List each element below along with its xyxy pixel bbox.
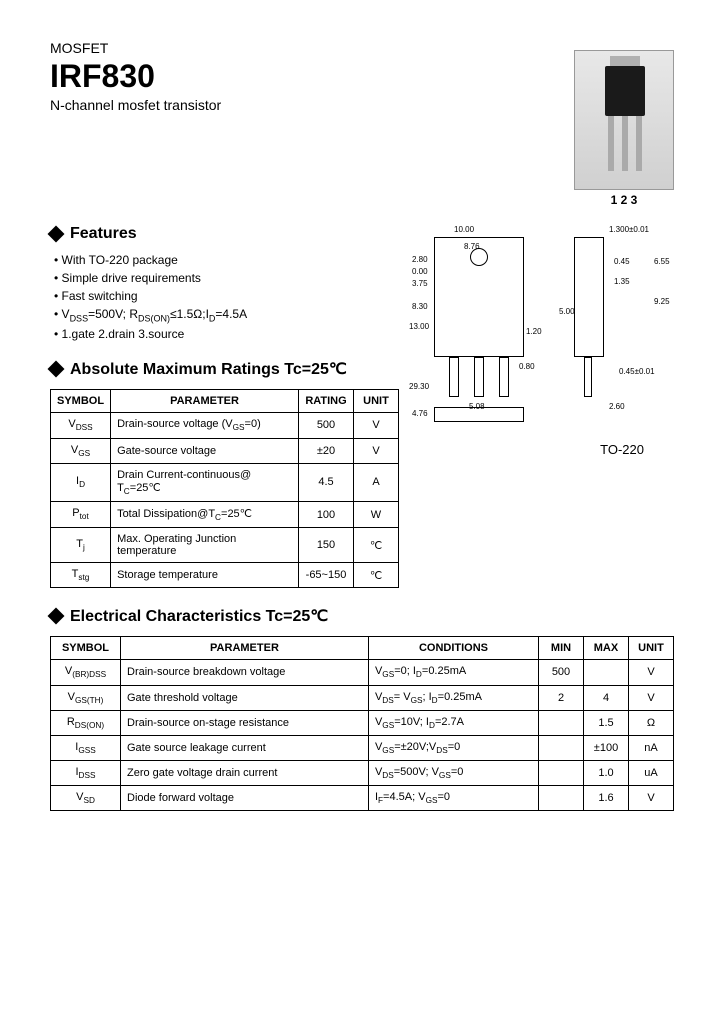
table-header: MIN xyxy=(539,637,584,660)
table-row: TjMax. Operating Junction temperature150… xyxy=(51,528,399,563)
table-row: VGSGate-source voltage±20V xyxy=(51,438,399,463)
diamond-icon xyxy=(48,361,65,378)
table-header: SYMBOL xyxy=(51,390,111,413)
dim: 4.76 xyxy=(412,409,428,418)
table-row: RDS(ON)Drain-source on-stage resistanceV… xyxy=(51,710,674,735)
features-title: Features xyxy=(50,225,399,243)
table-header: MAX xyxy=(584,637,629,660)
table-header: UNIT xyxy=(629,637,674,660)
table-row: IGSSGate source leakage currentVGS=±20V;… xyxy=(51,735,674,760)
table-header: UNIT xyxy=(354,390,399,413)
table-header: PARAMETER xyxy=(121,637,369,660)
feature-item: VDSS=500V; RDS(ON)≤1.5Ω;ID=4.5A xyxy=(54,307,399,323)
dim: 8.30 xyxy=(412,302,428,311)
dim: 2.80 xyxy=(412,255,428,264)
dim: 9.25 xyxy=(654,297,670,306)
subtitle: N-channel mosfet transistor xyxy=(50,97,574,113)
table-row: VSDDiode forward voltageIF=4.5A; VGS=01.… xyxy=(51,786,674,811)
component-photo xyxy=(574,50,674,190)
dim: 5.00 xyxy=(559,307,575,316)
table-header: PARAMETER xyxy=(111,390,299,413)
table-header: RATING xyxy=(299,390,354,413)
ratings-title: Absolute Maximum Ratings Tc=25℃ xyxy=(50,359,399,379)
dim: 5.08 xyxy=(469,402,485,411)
package-name: TO-220 xyxy=(414,442,674,457)
package-drawing: 10.00 8.76 2.80 0.00 3.75 8.30 13.00 29.… xyxy=(414,207,674,437)
dim: 13.00 xyxy=(409,322,429,331)
electrical-title: Electrical Characteristics Tc=25℃ xyxy=(50,606,674,626)
diamond-icon xyxy=(48,608,65,625)
table-header: CONDITIONS xyxy=(368,637,538,660)
dim: 6.55 xyxy=(654,257,670,266)
table-header: SYMBOL xyxy=(51,637,121,660)
features-title-text: Features xyxy=(70,225,137,243)
feature-item: Fast switching xyxy=(54,289,399,303)
table-row: VDSSDrain-source voltage (VGS=0)500V xyxy=(51,413,399,438)
features-list: With TO-220 package Simple drive requirem… xyxy=(54,253,399,341)
dim: 8.76 xyxy=(464,242,480,251)
table-row: V(BR)DSSDrain-source breakdown voltageVG… xyxy=(51,660,674,685)
table-row: PtotTotal Dissipation@TC=25℃100W xyxy=(51,501,399,527)
dim: 0.45±0.01 xyxy=(619,367,655,376)
diamond-icon xyxy=(48,226,65,243)
feature-item: 1.gate 2.drain 3.source xyxy=(54,327,399,341)
dim: 10.00 xyxy=(454,225,474,234)
feature-item: With TO-220 package xyxy=(54,253,399,267)
dim: 1.20 xyxy=(526,327,542,336)
pin-labels: 1 2 3 xyxy=(574,193,674,207)
table-row: IDDrain Current-continuous@ TC=25℃4.5A xyxy=(51,463,399,501)
part-number: IRF830 xyxy=(50,58,574,95)
dim: 2.60 xyxy=(609,402,625,411)
category-label: MOSFET xyxy=(50,40,574,56)
dim: 0.80 xyxy=(519,362,535,371)
ratings-table: SYMBOLPARAMETERRATINGUNIT VDSSDrain-sour… xyxy=(50,389,399,588)
electrical-table: SYMBOLPARAMETERCONDITIONSMINMAXUNIT V(BR… xyxy=(50,636,674,811)
table-row: TstgStorage temperature-65~150℃ xyxy=(51,563,399,588)
ratings-title-text: Absolute Maximum Ratings Tc=25℃ xyxy=(70,359,347,379)
dim: 0.45 xyxy=(614,257,630,266)
feature-item: Simple drive requirements xyxy=(54,271,399,285)
table-row: IDSSZero gate voltage drain currentVDS=5… xyxy=(51,761,674,786)
dim: 1.300±0.01 xyxy=(609,225,649,234)
electrical-title-text: Electrical Characteristics Tc=25℃ xyxy=(70,606,328,626)
dim: 0.00 xyxy=(412,267,428,276)
dim: 3.75 xyxy=(412,279,428,288)
dim: 1.35 xyxy=(614,277,630,286)
table-row: VGS(TH)Gate threshold voltageVDS= VGS; I… xyxy=(51,685,674,710)
dim: 29.30 xyxy=(409,382,429,391)
